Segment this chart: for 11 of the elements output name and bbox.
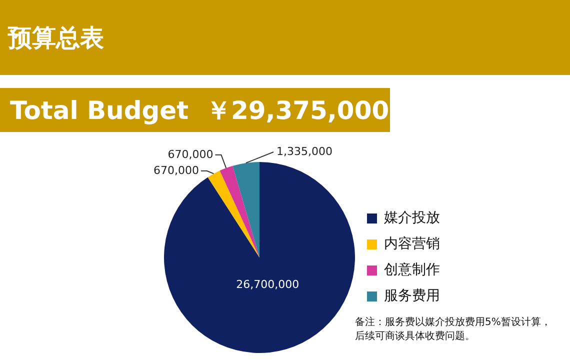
data-label: 670,000 (168, 148, 214, 161)
chart-subtitle: Total Budget ￥29,375,000 (10, 95, 390, 127)
data-label: 1,335,000 (276, 144, 332, 158)
legend-label: 媒介投放 (384, 210, 440, 226)
chart-title: 预算总表 (8, 23, 104, 54)
data-label: 26,700,000 (236, 278, 300, 291)
text: 备注：服务费以媒介投放费用5%暂设计算，后续可商谈具体收费问题。 (355, 316, 552, 344)
legend-label: 内容营销 (384, 236, 440, 252)
legend-label: 创意制作 (384, 262, 440, 278)
data-label: 670,000 (153, 164, 199, 177)
legend-label: 服务费用 (384, 288, 440, 304)
